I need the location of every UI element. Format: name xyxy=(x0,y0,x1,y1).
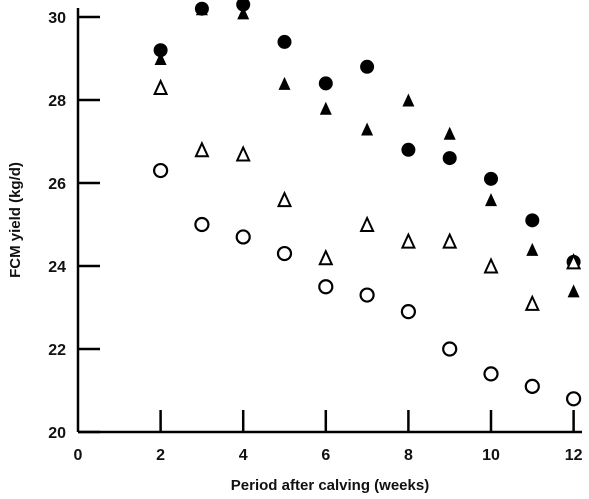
point-filled-triangle-2 xyxy=(237,6,250,20)
point-filled-circle-8 xyxy=(484,171,498,186)
point-filled-triangle-4 xyxy=(319,101,332,115)
y-tick-label-28: 28 xyxy=(48,93,66,110)
point-filled-triangle-3 xyxy=(278,76,291,90)
point-filled-circle-4 xyxy=(318,76,333,91)
point-open-triangle-5 xyxy=(359,215,375,232)
point-filled-circle-7 xyxy=(442,151,457,166)
point-open-triangle-8 xyxy=(483,257,499,274)
point-open-triangle-7 xyxy=(442,232,458,249)
x-axis-title: Period after calving (weeks) xyxy=(231,477,429,494)
x-tick-label-0: 0 xyxy=(74,447,83,464)
point-filled-circle-3 xyxy=(277,34,292,49)
x-tick-label-6: 6 xyxy=(321,447,330,464)
point-open-triangle-0 xyxy=(153,78,169,96)
x-tick-label-4: 4 xyxy=(239,447,248,464)
point-open-circle-1 xyxy=(194,216,210,233)
axes xyxy=(76,8,582,434)
series-open-triangle xyxy=(153,78,582,311)
y-tick-label-30: 30 xyxy=(48,10,66,27)
point-open-circle-6 xyxy=(400,304,416,320)
point-filled-circle-6 xyxy=(401,142,416,157)
x-tick-label-2: 2 xyxy=(156,447,165,464)
series-filled-triangle xyxy=(154,2,580,298)
point-filled-triangle-1 xyxy=(195,2,208,16)
y-axis-title: FCM yield (kg/d) xyxy=(7,162,24,278)
point-open-circle-3 xyxy=(276,245,293,262)
point-filled-triangle-6 xyxy=(402,93,415,107)
point-filled-triangle-0 xyxy=(154,52,167,65)
data-marks xyxy=(153,0,582,407)
point-filled-triangle-7 xyxy=(443,126,456,140)
point-filled-circle-5 xyxy=(360,59,375,74)
series-filled-circle xyxy=(153,0,581,269)
point-open-triangle-9 xyxy=(524,294,540,311)
point-open-triangle-3 xyxy=(276,190,293,208)
point-open-circle-5 xyxy=(359,287,375,303)
point-open-circle-9 xyxy=(524,378,540,394)
point-open-circle-7 xyxy=(442,341,458,357)
x-tick-label-10: 10 xyxy=(482,447,500,464)
point-filled-triangle-10 xyxy=(567,284,580,298)
point-open-triangle-6 xyxy=(400,232,416,249)
point-open-circle-2 xyxy=(235,229,251,245)
point-open-circle-10 xyxy=(565,391,582,407)
point-open-circle-8 xyxy=(483,366,499,382)
y-tick-label-20: 20 xyxy=(48,425,66,442)
y-tick-label-22: 22 xyxy=(48,342,66,359)
point-open-triangle-2 xyxy=(235,145,251,162)
point-open-circle-4 xyxy=(318,279,334,295)
x-tick-label-12: 12 xyxy=(565,447,583,464)
y-tick-label-26: 26 xyxy=(48,176,66,193)
point-open-triangle-10 xyxy=(566,252,582,270)
point-filled-circle-2 xyxy=(236,0,251,12)
point-open-circle-0 xyxy=(153,162,169,179)
series-open-circle xyxy=(153,162,582,407)
y-tick-label-24: 24 xyxy=(48,259,66,276)
point-open-triangle-4 xyxy=(318,248,334,266)
point-filled-triangle-5 xyxy=(361,122,374,136)
point-filled-circle-9 xyxy=(525,213,540,228)
point-filled-triangle-8 xyxy=(485,193,497,207)
ticks xyxy=(78,15,575,434)
point-filled-circle-0 xyxy=(153,43,168,58)
point-open-triangle-1 xyxy=(194,140,210,158)
point-filled-triangle-9 xyxy=(526,242,539,256)
x-tick-label-8: 8 xyxy=(404,447,413,464)
